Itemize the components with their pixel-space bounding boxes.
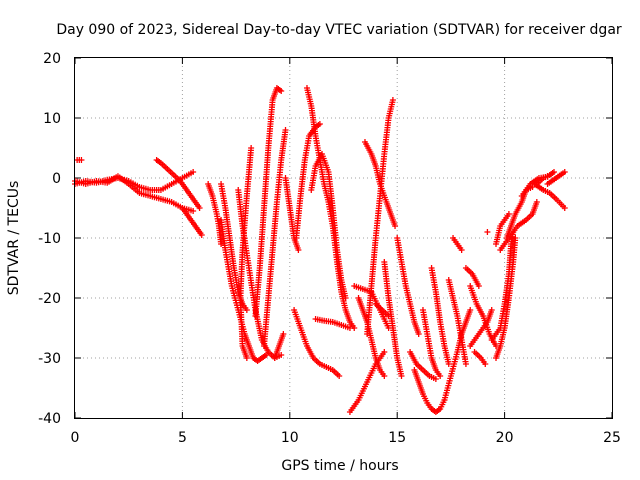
plot-frame <box>74 57 613 419</box>
x-tick-label: 15 <box>388 430 406 446</box>
data-point <box>243 355 250 361</box>
data-point <box>196 205 203 211</box>
series-arc-01 <box>74 157 85 163</box>
data-point <box>561 169 568 175</box>
data-point <box>432 376 439 382</box>
series-arc-05 <box>179 205 205 238</box>
data-point <box>190 169 197 175</box>
data-point <box>190 208 197 214</box>
data-point <box>381 373 388 379</box>
series-arc-26 <box>381 259 405 379</box>
x-tick-label: 0 <box>71 430 80 446</box>
series-arc-38 <box>467 283 500 349</box>
series-arc-28 <box>407 349 439 382</box>
series-arc-33 <box>445 277 469 367</box>
series-arc-43 <box>497 199 540 253</box>
data-point <box>458 247 465 253</box>
data-point <box>278 352 285 358</box>
data-point <box>218 241 225 247</box>
x-tick-label: 25 <box>603 430 621 446</box>
data-point <box>445 361 452 367</box>
data-point <box>482 361 489 367</box>
data-point <box>484 229 491 235</box>
data-point <box>488 307 495 313</box>
y-tick-label: 20 <box>43 51 61 67</box>
series-arc-30 <box>419 307 444 379</box>
series-arc-37 <box>471 349 489 367</box>
data-point <box>278 88 285 94</box>
data-point <box>398 373 405 379</box>
data-point <box>505 211 512 217</box>
series-arc-10 <box>237 145 255 361</box>
series-arc-41 <box>493 235 519 361</box>
x-tick-label: 20 <box>496 430 514 446</box>
data-point <box>342 295 349 301</box>
series-arc-13 <box>271 331 287 361</box>
y-tick-label: -30 <box>38 351 61 367</box>
data-point <box>316 121 323 127</box>
chart-title: Day 090 of 2023, Sidereal Day-to-day VTE… <box>56 22 622 38</box>
data-points <box>72 85 568 415</box>
y-tick-label: -20 <box>38 291 61 307</box>
y-axis-tick-labels: -40 -30 -20 -10 0 10 20 <box>38 51 61 427</box>
data-point <box>198 232 205 238</box>
y-tick-label: 0 <box>52 171 61 187</box>
series-arc-47 <box>544 169 568 187</box>
data-point <box>243 307 250 313</box>
series-arc-29 <box>411 367 448 415</box>
data-point <box>467 307 474 313</box>
data-point <box>415 331 422 337</box>
series-arc-06 <box>205 181 225 247</box>
series-arc-27 <box>394 235 422 337</box>
data-point <box>437 373 444 379</box>
data-point <box>389 97 396 103</box>
series-arc-44 <box>493 211 512 247</box>
series-arc-34 <box>450 235 465 253</box>
series-arc-17 <box>291 307 343 379</box>
data-point <box>561 205 568 211</box>
x-axis-label: GPS time / hours <box>281 458 398 474</box>
series-arc-48 <box>533 169 558 187</box>
series-arc-20 <box>346 349 388 415</box>
data-point <box>533 199 540 205</box>
y-tick-label: -40 <box>38 411 61 427</box>
series-arc-12 <box>261 127 289 349</box>
data-point <box>462 361 469 367</box>
series-arc-39 <box>484 229 491 235</box>
data-point <box>280 331 287 337</box>
series-arc-04 <box>153 157 203 211</box>
data-point <box>295 247 302 253</box>
series-arc-46 <box>531 181 568 211</box>
data-point <box>551 169 558 175</box>
data-point <box>392 223 399 229</box>
series-arc-18 <box>312 316 353 331</box>
data-point <box>475 283 482 289</box>
series-arc-16 <box>303 85 358 331</box>
series-arc-31 <box>428 265 452 367</box>
series-arc-24 <box>364 97 396 337</box>
data-point <box>282 127 289 133</box>
data-point <box>78 157 85 163</box>
grid <box>75 58 612 418</box>
x-tick-label: 5 <box>178 430 187 446</box>
x-tick-label: 10 <box>281 430 299 446</box>
y-tick-label: 10 <box>43 111 61 127</box>
data-point <box>346 325 353 331</box>
series-arc-32 <box>441 307 474 403</box>
y-axis-label: SDTVAR / TECUs <box>6 181 22 296</box>
x-axis-tick-labels: 0 5 10 15 20 25 <box>71 430 621 446</box>
y-tick-label: -10 <box>38 231 61 247</box>
series-arc-35 <box>462 265 482 289</box>
data-point <box>512 235 519 241</box>
series-arc-19 <box>308 151 349 301</box>
series-arc-11 <box>252 85 285 319</box>
data-point <box>381 349 388 355</box>
data-point <box>336 373 343 379</box>
series-arc-22 <box>355 295 388 379</box>
series-arc-03 <box>72 173 197 214</box>
series-arc-25 <box>361 139 399 229</box>
